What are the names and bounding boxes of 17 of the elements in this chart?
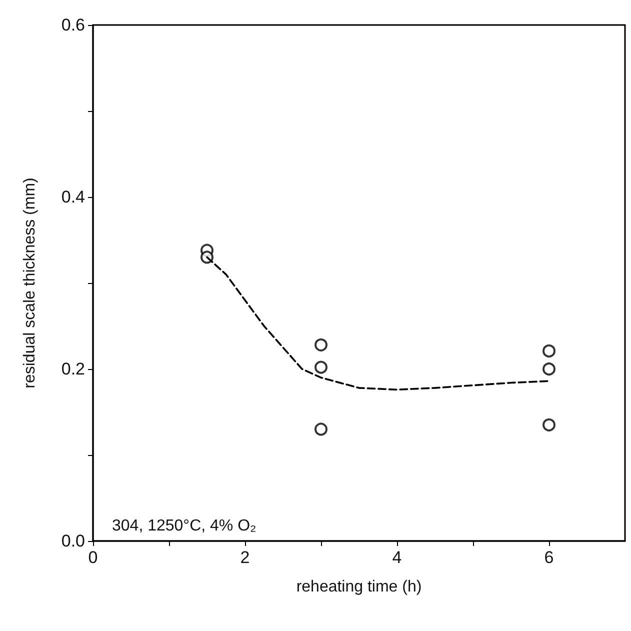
y-axis-title: residual scale thickness (mm): [22, 178, 38, 388]
annotation: 304, 1250°C, 4% O₂: [112, 518, 256, 534]
x-axis-title: reheating time (h): [296, 578, 422, 596]
point: [542, 344, 556, 358]
point: [542, 362, 556, 376]
x-tick-label: 6: [544, 548, 554, 567]
x-tick-label: 2: [240, 548, 250, 567]
x-tick-label: 4: [392, 548, 402, 567]
point: [314, 360, 328, 374]
y-tick-label: 0.2: [61, 360, 85, 378]
x-tick-label: 0: [88, 548, 98, 567]
y-tick-label: 0.4: [61, 188, 85, 206]
point: [314, 422, 328, 436]
point: [314, 338, 328, 352]
y-tick-label: 0.0: [61, 532, 85, 550]
y-tick-label: 0.6: [61, 16, 85, 34]
point: [542, 418, 556, 432]
